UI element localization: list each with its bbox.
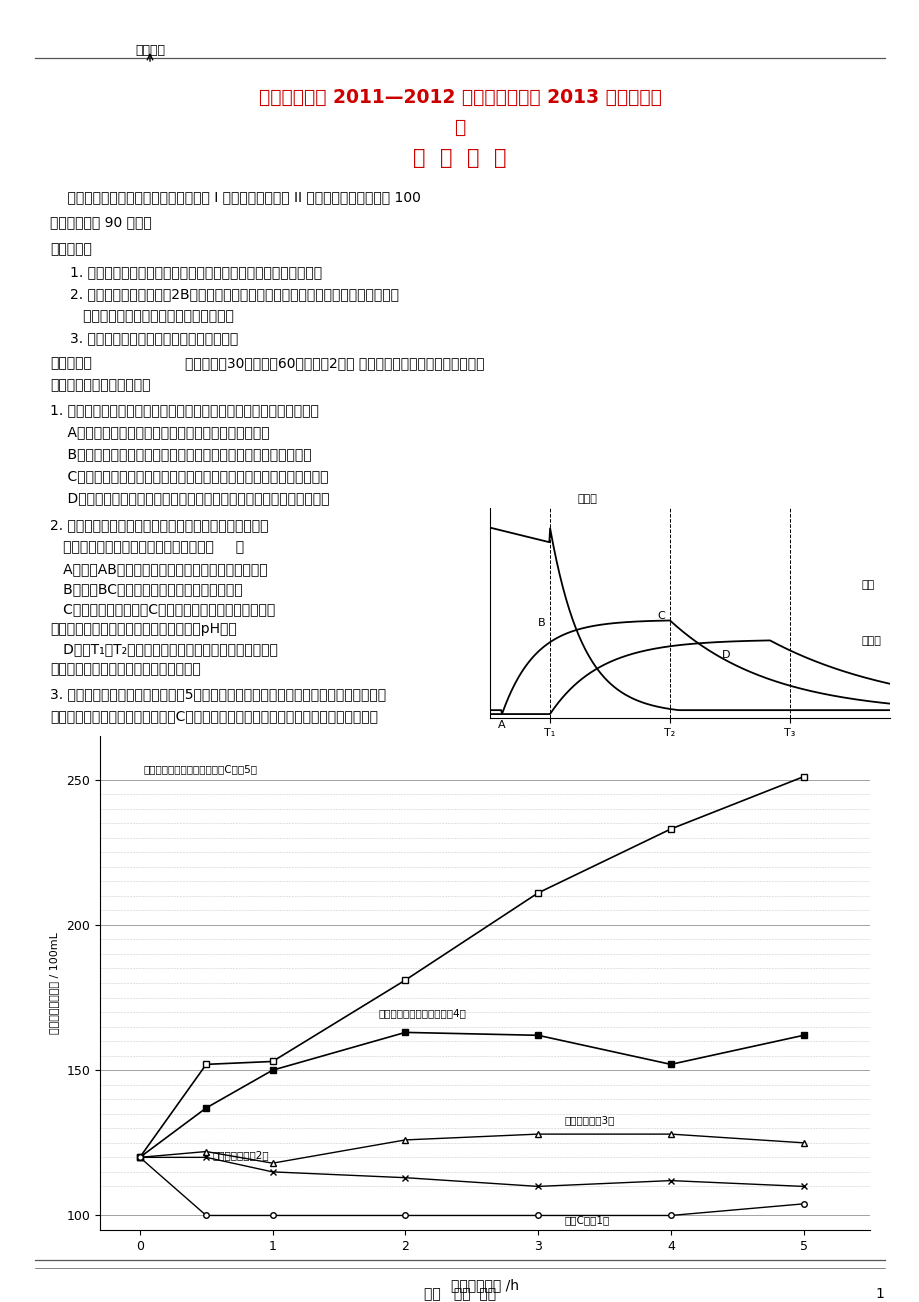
Text: 橡皮擦擦干净后，再选涂其它答案标号。: 橡皮擦擦干净后，再选涂其它答案标号。 (70, 309, 233, 323)
Text: 激素处理: 激素处理 (135, 44, 165, 57)
Text: C．酵母菌种群数量从C点开始下降的主要原因除葡萄糖: C．酵母菌种群数量从C点开始下降的主要原因除葡萄糖 (50, 602, 275, 616)
Text: A．单侧光下生长素由胚芽鞘向光侧向背光侧极性运输: A．单侧光下生长素由胚芽鞘向光侧向背光侧极性运输 (50, 424, 269, 439)
Text: B．曲线BC段酵母菌呼吸的方式只为无氧呼吸: B．曲线BC段酵母菌呼吸的方式只为无氧呼吸 (50, 582, 243, 596)
Text: 分，考试时间 90 分钟。: 分，考试时间 90 分钟。 (50, 215, 152, 229)
Text: 生  物  试  题: 生 物 试 题 (413, 148, 506, 168)
Text: 用心   爱心  专心: 用心 爱心 专心 (424, 1286, 495, 1301)
Text: 胰高血糖素＋肾上腺素（组4）: 胰高血糖素＋肾上腺素（组4） (379, 1008, 466, 1018)
Text: 2. 右图为不同培养阶段酵母菌种群数量、葡萄糖浓度和乙: 2. 右图为不同培养阶段酵母菌种群数量、葡萄糖浓度和乙 (50, 518, 268, 533)
Text: 渠县第二中学 2011—2012 学年第一学期高 2013 级第二次月: 渠县第二中学 2011—2012 学年第一学期高 2013 级第二次月 (258, 89, 661, 107)
Text: 大量消耗外，还有乙醇的含量过高及溶液pH下降: 大量消耗外，还有乙醇的含量过高及溶液pH下降 (50, 622, 236, 635)
Text: 胰高血糖素＋肾上腺素＋激素C（组5）: 胰高血糖素＋肾上腺素＋激素C（组5） (143, 764, 257, 773)
Text: 本试卷分选择题和非选择题两部分。第 I 卷（选择题），第 II 卷（非选择题），满分 100: 本试卷分选择题和非选择题两部分。第 I 卷（选择题），第 II 卷（非选择题），… (50, 190, 420, 204)
Text: 一、单选题: 一、单选题 (50, 355, 92, 370)
Text: 1. 调节是生物体维持自身正常生命活动的重要功能，以下表述正确的是: 1. 调节是生物体维持自身正常生命活动的重要功能，以下表述正确的是 (50, 404, 319, 417)
Text: C: C (657, 611, 664, 621)
Text: 乙醇: 乙醇 (861, 579, 874, 590)
Text: B: B (538, 617, 545, 628)
Text: 注意事项：: 注意事项： (50, 242, 92, 256)
Text: 酵母菌: 酵母菌 (861, 637, 881, 647)
Text: 素在不同组别的剂量均相同。激素C为压力激素，与情绪波动有关。下列判断不正确的有: 素在不同组别的剂量均相同。激素C为压力激素，与情绪波动有关。下列判断不正确的有 (50, 710, 378, 723)
Text: D．胰岛素与胰高血糖素都能调节血糖含量，因此两者之间是协同作用: D．胰岛素与胰高血糖素都能调节血糖含量，因此两者之间是协同作用 (50, 491, 329, 505)
Text: B．植物茎的背重力性和向光生长均没有体现生长素作用的两重性: B．植物茎的背重力性和向光生长均没有体现生长素作用的两重性 (50, 447, 312, 461)
Text: C．垂体既能分泌激素，又与下丘脑相联系，所以是内分泌活动的枢纽: C．垂体既能分泌激素，又与下丘脑相联系，所以是内分泌活动的枢纽 (50, 469, 328, 483)
Text: 胰高血糖素（组2）: 胰高血糖素（组2） (212, 1150, 269, 1160)
Text: （本题包括30小题，共60分；每题2分。 每小题给出的四个选项中，只有一: （本题包括30小题，共60分；每题2分。 每小题给出的四个选项中，只有一 (185, 355, 484, 370)
Text: D: D (720, 650, 730, 660)
Text: 醇浓度的变化曲线，下列说法错误的是（     ）: 醇浓度的变化曲线，下列说法错误的是（ ） (50, 540, 244, 553)
Text: 激素C（组1）: 激素C（组1） (564, 1216, 609, 1225)
Text: A: A (497, 720, 505, 730)
Text: 葡萄糖: 葡萄糖 (577, 493, 597, 504)
X-axis label: 处理后的时间 /h: 处理后的时间 /h (450, 1277, 518, 1292)
Y-axis label: 血液中葡萄糖浓度 / 100mL: 血液中葡萄糖浓度 / 100mL (50, 932, 60, 1034)
Text: 2. 答选择题时，必须使用2B铅笔将答题卡上对应题目的答案标号涂黑，如需改动，用: 2. 答选择题时，必须使用2B铅笔将答题卡上对应题目的答案标号涂黑，如需改动，用 (70, 286, 399, 301)
Text: A．曲线AB段酵母菌呼吸的场所是细胞基质和线粒体: A．曲线AB段酵母菌呼吸的场所是细胞基质和线粒体 (50, 562, 267, 575)
X-axis label: 时间（h）: 时间（h） (673, 743, 706, 754)
Text: 1: 1 (875, 1286, 883, 1301)
Text: 个选项最符合题目要求。）: 个选项最符合题目要求。） (50, 378, 151, 392)
Text: 速增加的原因可能是酵母菌种群数量增多: 速增加的原因可能是酵母菌种群数量增多 (50, 661, 200, 676)
Text: D．在T₁－T₂时段，单位时间内酵母菌消耗葡萄糖量迅: D．在T₁－T₂时段，单位时间内酵母菌消耗葡萄糖量迅 (50, 642, 278, 656)
Text: 3. 下面曲线图表示用不同激素处理5组健康小鼠后，其血液中葡萄糖含量的变化。每种激: 3. 下面曲线图表示用不同激素处理5组健康小鼠后，其血液中葡萄糖含量的变化。每种… (50, 687, 386, 700)
Text: 肾上腺素（组3）: 肾上腺素（组3） (564, 1116, 615, 1125)
Text: 3. 答非选择题时，将答案书写在答题卷上。: 3. 答非选择题时，将答案书写在答题卷上。 (70, 331, 238, 345)
Text: 考: 考 (454, 118, 465, 137)
Text: 1. 答题前，务必将自己的姓名、学号填写在答题卷规定的位置上。: 1. 答题前，务必将自己的姓名、学号填写在答题卷规定的位置上。 (70, 266, 322, 279)
